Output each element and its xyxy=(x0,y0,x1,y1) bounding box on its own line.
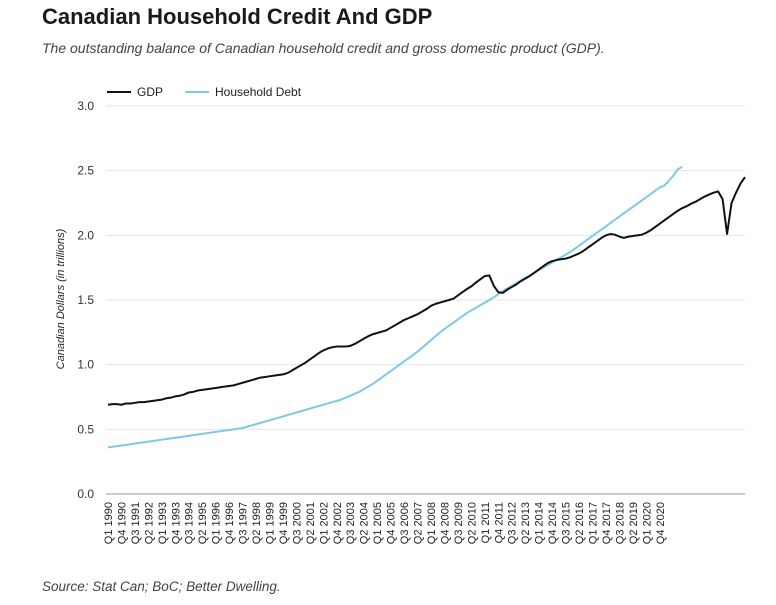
x-tick-label: Q3 2006 xyxy=(399,502,411,544)
x-tick-label: Q2 2010 xyxy=(466,502,478,544)
legend[interactable]: GDP Household Debt xyxy=(107,85,302,99)
series-line-household-debt xyxy=(107,165,683,449)
x-tick-label: Q4 2005 xyxy=(386,502,398,544)
x-tick-label: Q2 2013 xyxy=(520,502,532,544)
x-tick-label: Q3 1994 xyxy=(184,502,196,544)
x-tick-label: Q4 1999 xyxy=(278,502,290,544)
x-tick-label: Q4 1996 xyxy=(224,502,236,544)
x-tick-label: Q3 1997 xyxy=(238,502,250,544)
y-tick-label: 0.0 xyxy=(77,487,94,501)
x-tick-label: Q1 2005 xyxy=(372,502,384,544)
series-lines xyxy=(107,165,746,449)
y-tick-label: 1.0 xyxy=(77,358,94,372)
x-tick-label: Q1 1996 xyxy=(211,502,223,544)
y-tick-label: 1.5 xyxy=(77,293,94,307)
y-axis-ticks: 0.0 0.5 1.0 1.5 2.0 2.5 3.0 xyxy=(77,99,94,501)
x-tick-label: Q2 2019 xyxy=(628,502,640,544)
x-tick-label: Q1 2020 xyxy=(641,502,653,544)
gridlines xyxy=(106,105,745,495)
x-tick-label: Q4 2020 xyxy=(655,502,667,544)
x-tick-label: Q3 2003 xyxy=(345,502,357,544)
x-tick-label: Q1 1999 xyxy=(264,502,276,544)
x-tick-label: Q4 2011 xyxy=(493,502,505,543)
x-tick-label: Q3 1991 xyxy=(130,502,142,544)
y-tick-label: 2.5 xyxy=(77,164,94,178)
x-tick-label: Q4 1990 xyxy=(116,502,128,544)
x-axis-ticks: Q1 1990 Q4 1990 Q3 1991 Q2 1992 Q1 1993 Q4 19… xyxy=(103,502,667,544)
x-tick-label: Q3 2018 xyxy=(614,502,626,544)
x-tick-label: Q3 2012 xyxy=(507,502,519,544)
x-tick-label: Q4 2017 xyxy=(601,502,613,544)
x-tick-label: Q4 1993 xyxy=(170,502,182,544)
x-tick-label: Q1 2002 xyxy=(318,502,330,544)
legend-label-gdp: GDP xyxy=(137,85,163,99)
y-tick-label: 2.0 xyxy=(77,228,94,242)
y-tick-label: 0.5 xyxy=(77,422,94,436)
x-tick-label: Q4 2008 xyxy=(439,502,451,544)
x-tick-label: Q2 1992 xyxy=(143,502,155,544)
source-note: Source: Stat Can; BoC; Better Dwelling. xyxy=(42,579,281,594)
x-tick-label: Q4 2002 xyxy=(332,502,344,544)
chart-subtitle: The outstanding balance of Canadian hous… xyxy=(42,40,605,56)
x-tick-label: Q1 2017 xyxy=(587,502,599,544)
line-chart: 0.00.51.01.52.02.53.0 Q1 1990 Q4 1990 Q3 1… xyxy=(55,85,746,544)
x-tick-label: Q2 1995 xyxy=(197,502,209,544)
x-tick-label: Q2 2001 xyxy=(305,502,317,544)
x-tick-label: Q1 2014 xyxy=(534,502,546,544)
legend-label-household-debt: Household Debt xyxy=(215,85,302,99)
chart-title: Canadian Household Credit And GDP xyxy=(42,4,433,29)
x-tick-label: Q4 2014 xyxy=(547,502,559,544)
x-tick-label: Q1 1990 xyxy=(103,502,115,544)
x-tick-label: Q3 2015 xyxy=(561,502,573,544)
x-tick-label: Q2 2016 xyxy=(574,502,586,544)
x-tick-label: Q1 1993 xyxy=(157,502,169,544)
y-tick-label: 3.0 xyxy=(77,99,94,113)
series-line-gdp xyxy=(107,176,746,406)
x-tick-label: Q3 2009 xyxy=(453,502,465,544)
x-tick-label: Q2 1998 xyxy=(251,502,263,544)
x-tick-label: Q1 2008 xyxy=(426,502,438,544)
x-tick-label: Q1 2011 xyxy=(480,502,492,543)
x-tick-label: Q3 2000 xyxy=(291,502,303,544)
x-tick-label: Q2 2007 xyxy=(413,502,425,544)
y-axis-label: Canadian Dollars (in trillions) xyxy=(55,228,67,369)
x-tick-label: Q2 2004 xyxy=(359,502,371,544)
